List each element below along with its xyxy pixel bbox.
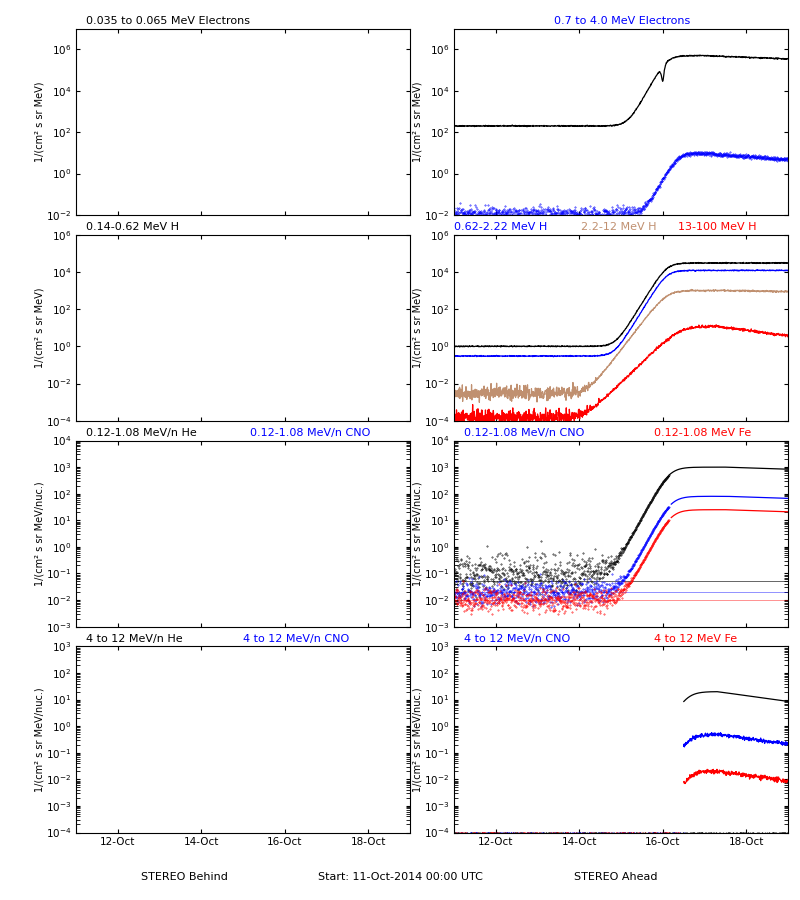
Text: STEREO Ahead: STEREO Ahead [574, 872, 658, 882]
Y-axis label: 1/(cm² s sr MeV): 1/(cm² s sr MeV) [412, 287, 422, 368]
Y-axis label: 1/(cm² s sr MeV/nuc.): 1/(cm² s sr MeV/nuc.) [412, 688, 422, 792]
Text: STEREO Behind: STEREO Behind [141, 872, 227, 882]
Y-axis label: 1/(cm² s sr MeV): 1/(cm² s sr MeV) [34, 287, 44, 368]
Y-axis label: 1/(cm² s sr MeV/nuc.): 1/(cm² s sr MeV/nuc.) [34, 482, 44, 586]
Text: 4 to 12 MeV Fe: 4 to 12 MeV Fe [654, 634, 738, 643]
Text: 2.2-12 MeV H: 2.2-12 MeV H [581, 222, 657, 232]
Y-axis label: 1/(cm² s sr MeV/nuc.): 1/(cm² s sr MeV/nuc.) [412, 482, 422, 586]
Text: 0.035 to 0.065 MeV Electrons: 0.035 to 0.065 MeV Electrons [86, 16, 250, 26]
Text: 0.12-1.08 MeV/n CNO: 0.12-1.08 MeV/n CNO [250, 428, 370, 437]
Text: 4 to 12 MeV/n He: 4 to 12 MeV/n He [86, 634, 182, 643]
Text: 0.12-1.08 MeV/n CNO: 0.12-1.08 MeV/n CNO [464, 428, 584, 437]
Y-axis label: 1/(cm² s sr MeV): 1/(cm² s sr MeV) [413, 82, 422, 162]
Text: Start: 11-Oct-2014 00:00 UTC: Start: 11-Oct-2014 00:00 UTC [318, 872, 482, 882]
Text: 4 to 12 MeV/n CNO: 4 to 12 MeV/n CNO [464, 634, 570, 643]
Text: 0.14-0.62 MeV H: 0.14-0.62 MeV H [86, 222, 179, 232]
Y-axis label: 1/(cm² s sr MeV): 1/(cm² s sr MeV) [34, 82, 45, 162]
Y-axis label: 1/(cm² s sr MeV/nuc.): 1/(cm² s sr MeV/nuc.) [34, 688, 44, 792]
Text: 0.62-2.22 MeV H: 0.62-2.22 MeV H [454, 222, 547, 232]
Text: 0.7 to 4.0 MeV Electrons: 0.7 to 4.0 MeV Electrons [554, 16, 690, 26]
Text: 0.12-1.08 MeV Fe: 0.12-1.08 MeV Fe [654, 428, 752, 437]
Text: 13-100 MeV H: 13-100 MeV H [678, 222, 756, 232]
Text: 4 to 12 MeV/n CNO: 4 to 12 MeV/n CNO [243, 634, 350, 643]
Text: 0.12-1.08 MeV/n He: 0.12-1.08 MeV/n He [86, 428, 197, 437]
